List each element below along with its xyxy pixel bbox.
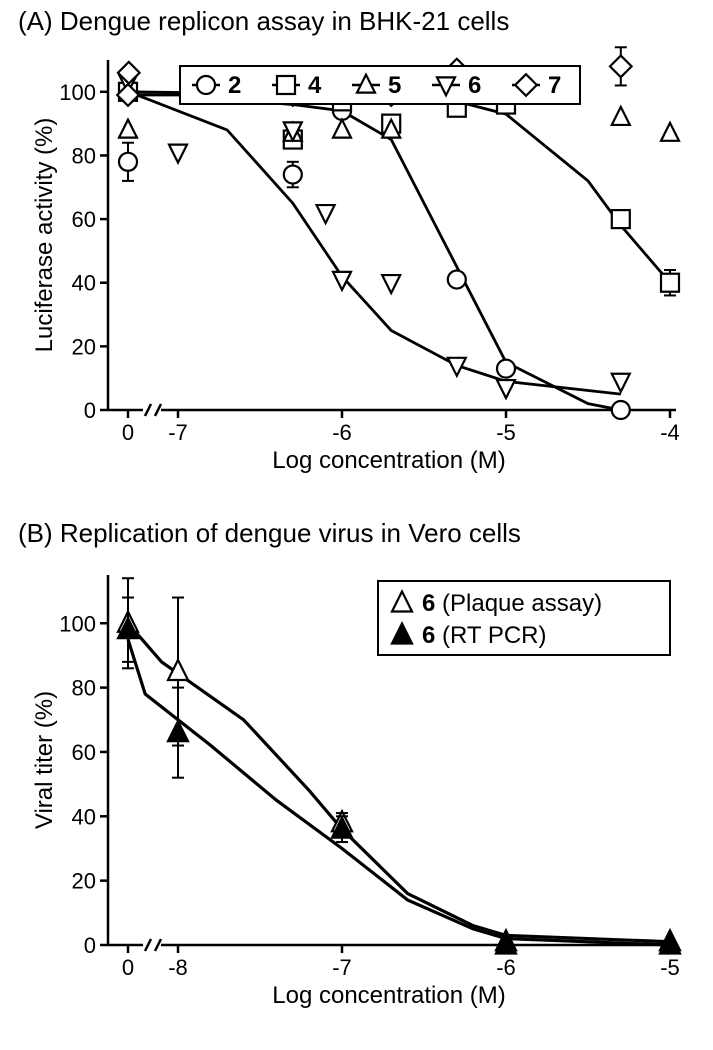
- svg-text:0: 0: [84, 933, 96, 958]
- svg-text:-5: -5: [660, 955, 680, 980]
- chart-b: 0 20 40 60 80 100 0 -8 -7 -6 -5 Log concentration (…: [0, 555, 713, 1035]
- svg-text:-7: -7: [332, 955, 352, 980]
- svg-text:0: 0: [122, 420, 134, 445]
- svg-text:Viral titer (%): Viral titer (%): [31, 691, 58, 829]
- svg-text:Log concentration (M): Log concentration (M): [272, 447, 505, 474]
- svg-text:100: 100: [59, 80, 96, 105]
- svg-text:80: 80: [72, 676, 96, 701]
- svg-text:6 (RT PCR): 6 (RT PCR): [422, 622, 546, 649]
- panel-b-title: (B) Replication of dengue virus in Vero …: [18, 518, 521, 549]
- svg-text:20: 20: [72, 869, 96, 894]
- chart-a: 0 20 40 60 80 100 0 -7 -6 -5 -4 Log concentration (…: [0, 40, 713, 500]
- svg-text:-4: -4: [660, 420, 680, 445]
- svg-text:20: 20: [72, 334, 96, 359]
- svg-text:0: 0: [84, 398, 96, 423]
- svg-text:5: 5: [388, 72, 401, 99]
- svg-text:4: 4: [308, 72, 322, 99]
- svg-text:60: 60: [72, 207, 96, 232]
- svg-text:80: 80: [72, 143, 96, 168]
- svg-text:Luciferase activity (%): Luciferase activity (%): [31, 118, 58, 353]
- svg-text:-5: -5: [496, 420, 516, 445]
- svg-text:2: 2: [228, 72, 241, 99]
- svg-text:40: 40: [72, 804, 96, 829]
- panel-a-title: (A) Dengue replicon assay in BHK-21 cell…: [18, 6, 509, 37]
- svg-text:40: 40: [72, 271, 96, 296]
- svg-text:100: 100: [59, 611, 96, 636]
- svg-text:6 (Plaque assay): 6 (Plaque assay): [422, 590, 602, 617]
- svg-text:7: 7: [548, 72, 561, 99]
- svg-text:6: 6: [468, 72, 481, 99]
- svg-text:-7: -7: [168, 420, 188, 445]
- svg-text:-6: -6: [496, 955, 516, 980]
- svg-text:-8: -8: [168, 955, 188, 980]
- svg-text:Log concentration (M): Log concentration (M): [272, 982, 505, 1009]
- svg-text:-6: -6: [332, 420, 352, 445]
- svg-text:60: 60: [72, 740, 96, 765]
- figure-container: (A) Dengue replicon assay in BHK-21 cell…: [0, 0, 713, 1050]
- svg-text:0: 0: [122, 955, 134, 980]
